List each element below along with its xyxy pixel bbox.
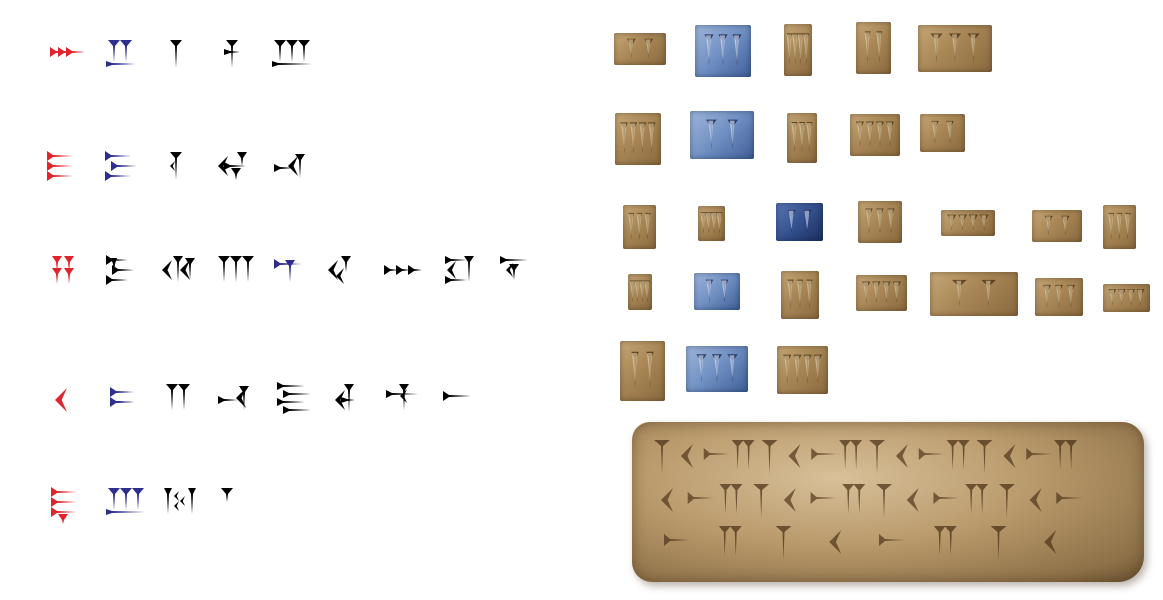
wedges-down-3-with-base-icon — [106, 488, 146, 528]
wedges-right-stack-3-icon — [45, 151, 85, 192]
clay-sign-u-icon — [686, 346, 748, 392]
clay-sign-n-icon — [941, 210, 995, 236]
clay-sign-ayn-icon — [628, 274, 652, 310]
horizontal-with-winkelhaken-right-icon — [218, 384, 258, 424]
winkelhaken-icon — [49, 384, 89, 424]
clay-sign-y-icon — [623, 205, 656, 249]
wedges-right-3-icon — [48, 40, 88, 80]
vertical-wedge-with-cross-icon — [216, 40, 256, 80]
clay-sign-h-icon — [856, 22, 891, 74]
clay-sign-dd-icon — [858, 201, 902, 243]
clay-sign-d-icon — [918, 25, 992, 72]
wedges-right-2-with-base-icon — [106, 384, 146, 424]
clay-sign-ss-icon — [781, 271, 819, 319]
clay-sign-g-icon — [784, 24, 812, 76]
wedges-down-3-icon — [216, 256, 256, 296]
winkelhaken-box-icon — [441, 256, 481, 296]
vertical-wedge-notched-icon — [160, 152, 200, 192]
zigzag-wedges-icon — [164, 488, 204, 528]
winkelhaken-cross-icon — [216, 152, 256, 192]
clay-sign-s2-icon — [777, 346, 828, 394]
horizontal-wedge-icon — [443, 384, 483, 424]
wedges-right-stack-5-icon — [275, 382, 315, 424]
clay-tablet-photo — [632, 422, 1144, 582]
clay-sign-a-icon — [614, 33, 666, 65]
clay-sign-th-icon — [1035, 278, 1083, 316]
clay-sign-gh-icon — [1103, 284, 1150, 312]
winkelhaken-crossed-icon — [331, 384, 371, 424]
vertical-wedge-icon — [160, 40, 200, 80]
horizontal-with-winkelhaken-icon — [272, 152, 312, 192]
horizontal-with-vertical-icon — [272, 256, 312, 296]
word-divider-icon — [219, 488, 259, 528]
clay-sign-b-icon — [695, 25, 751, 77]
wedges-right-stack-3-with-down-icon — [49, 487, 89, 528]
clay-sign-tt-icon — [920, 114, 965, 152]
clay-sign-m-icon — [776, 203, 823, 241]
clay-sign-w-icon — [690, 111, 754, 159]
clay-sign-h2-icon — [615, 113, 661, 165]
winkelhaken-down-icon — [498, 256, 538, 296]
clay-sign-z-icon — [787, 113, 817, 163]
clay-tablet-icon — [654, 440, 1083, 560]
wedges-right-stack-3-offset-icon — [103, 151, 143, 192]
clay-sign-q-icon — [856, 275, 907, 311]
winkelhaken-with-vertical-icon — [326, 256, 366, 296]
clay-sign-r-icon — [930, 272, 1018, 316]
horizontal-with-vertical-cross-icon — [386, 384, 426, 424]
wedges-right-3-with-vertical-icon — [104, 255, 144, 296]
wedges-down-2-icon — [160, 384, 200, 424]
winkelhaken-3-icon — [160, 256, 200, 296]
clay-sign-s-icon — [1103, 205, 1136, 249]
clay-sign-k-icon — [698, 206, 725, 241]
wedges-right-row-3-icon — [384, 256, 424, 296]
wedges-down-2-with-base-icon — [104, 40, 144, 80]
clay-sign-i-icon — [620, 341, 665, 401]
clay-sign-hh-icon — [850, 114, 900, 156]
wedges-down-3-with-base-icon — [272, 40, 312, 80]
wedges-down-2-double-icon — [49, 256, 89, 296]
clay-sign-p-icon — [694, 273, 740, 310]
clay-sign-zz-icon — [1032, 210, 1082, 242]
